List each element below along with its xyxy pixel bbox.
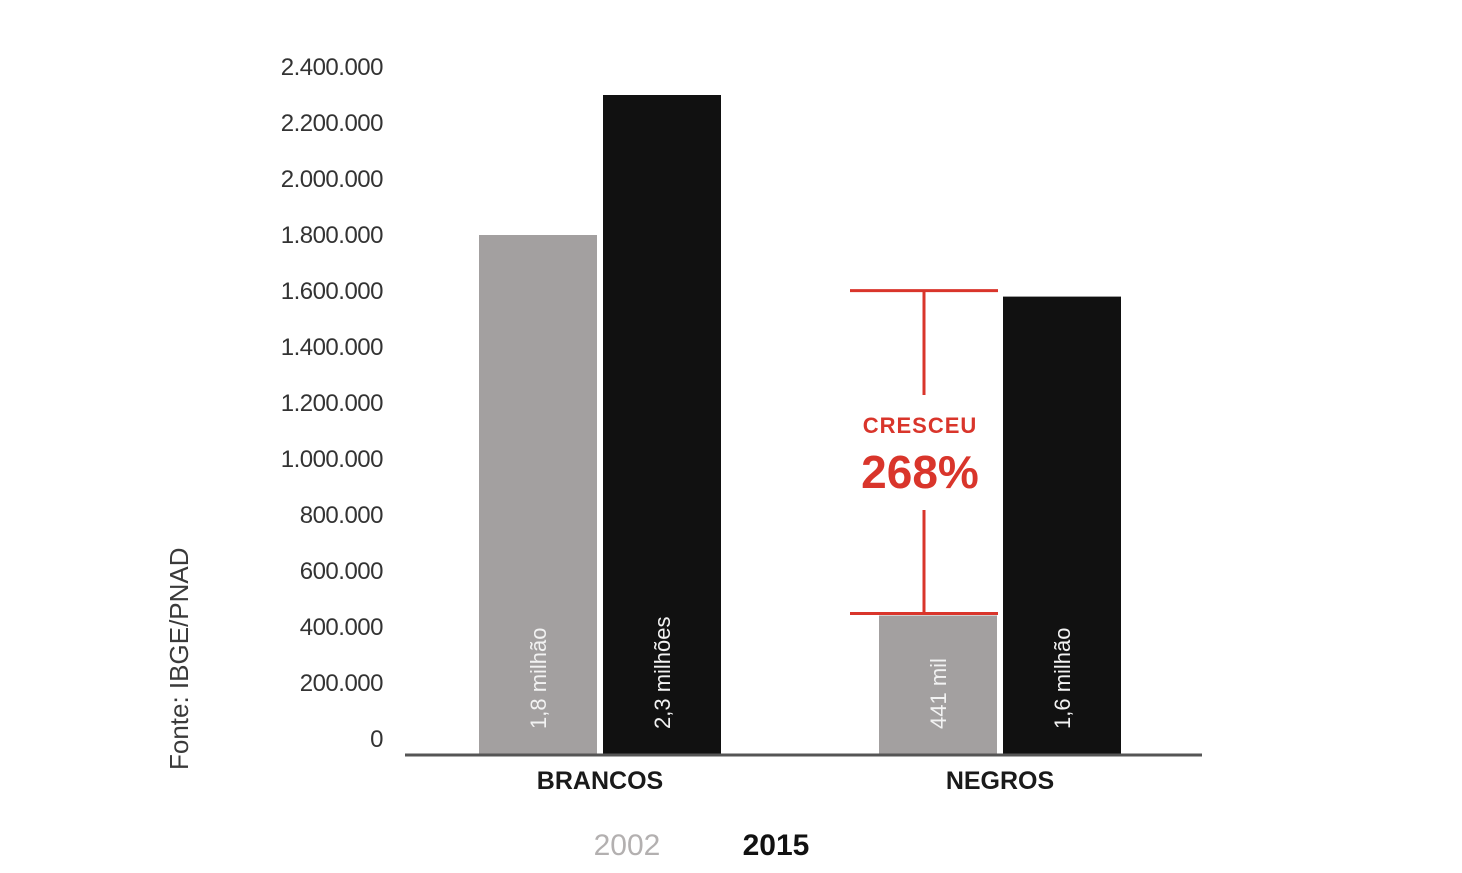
y-tick-label: 400.000 bbox=[300, 614, 383, 641]
bar-value-label: 1,8 milhão bbox=[526, 627, 551, 729]
category-label: NEGROS bbox=[946, 767, 1054, 795]
annotation-percent: 268% bbox=[861, 446, 979, 498]
bar bbox=[479, 235, 597, 754]
annotation-label: CRESCEU bbox=[863, 413, 978, 438]
y-tick-label: 2.200.000 bbox=[281, 110, 383, 137]
category-label: BRANCOS bbox=[537, 767, 663, 795]
bar bbox=[603, 95, 721, 754]
y-tick-label: 1.800.000 bbox=[281, 222, 383, 249]
legend-item: 2002 bbox=[594, 829, 661, 862]
y-tick-label: 2.000.000 bbox=[281, 166, 383, 193]
bar-value-label: 441 mil bbox=[926, 658, 951, 729]
y-tick-label: 800.000 bbox=[300, 502, 383, 529]
legend-item: 2015 bbox=[743, 829, 810, 862]
y-tick-label: 1.200.000 bbox=[281, 390, 383, 417]
y-tick-label: 1.400.000 bbox=[281, 334, 383, 361]
y-tick-label: 0 bbox=[370, 726, 383, 753]
bar-value-label: 2,3 milhões bbox=[650, 616, 675, 729]
source-label: Fonte: IBGE/PNAD bbox=[164, 547, 194, 770]
bar-value-label: 1,6 milhão bbox=[1050, 627, 1075, 729]
y-tick-label: 1.000.000 bbox=[281, 446, 383, 473]
bar bbox=[1003, 296, 1121, 754]
y-tick-label: 2.400.000 bbox=[281, 54, 383, 81]
bar bbox=[879, 615, 997, 754]
y-tick-label: 600.000 bbox=[300, 558, 383, 585]
y-tick-label: 1.600.000 bbox=[281, 278, 383, 305]
y-tick-label: 200.000 bbox=[300, 670, 383, 697]
